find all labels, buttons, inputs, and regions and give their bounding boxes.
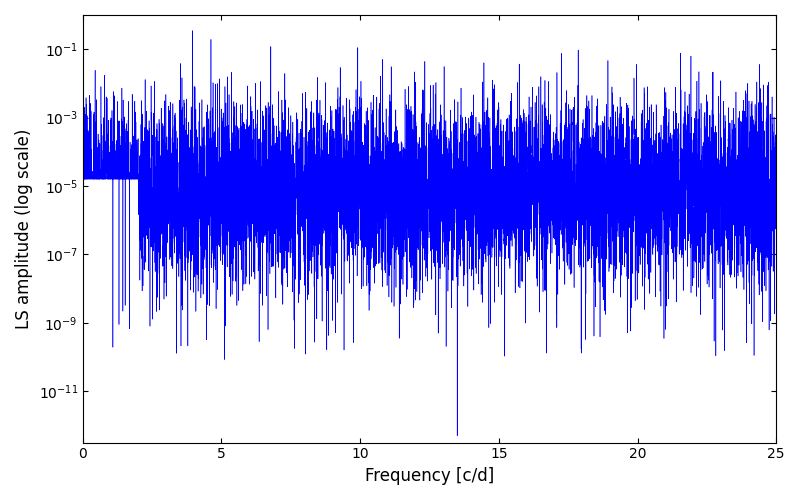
X-axis label: Frequency [c/d]: Frequency [c/d] [365,467,494,485]
Y-axis label: LS amplitude (log scale): LS amplitude (log scale) [15,128,33,329]
